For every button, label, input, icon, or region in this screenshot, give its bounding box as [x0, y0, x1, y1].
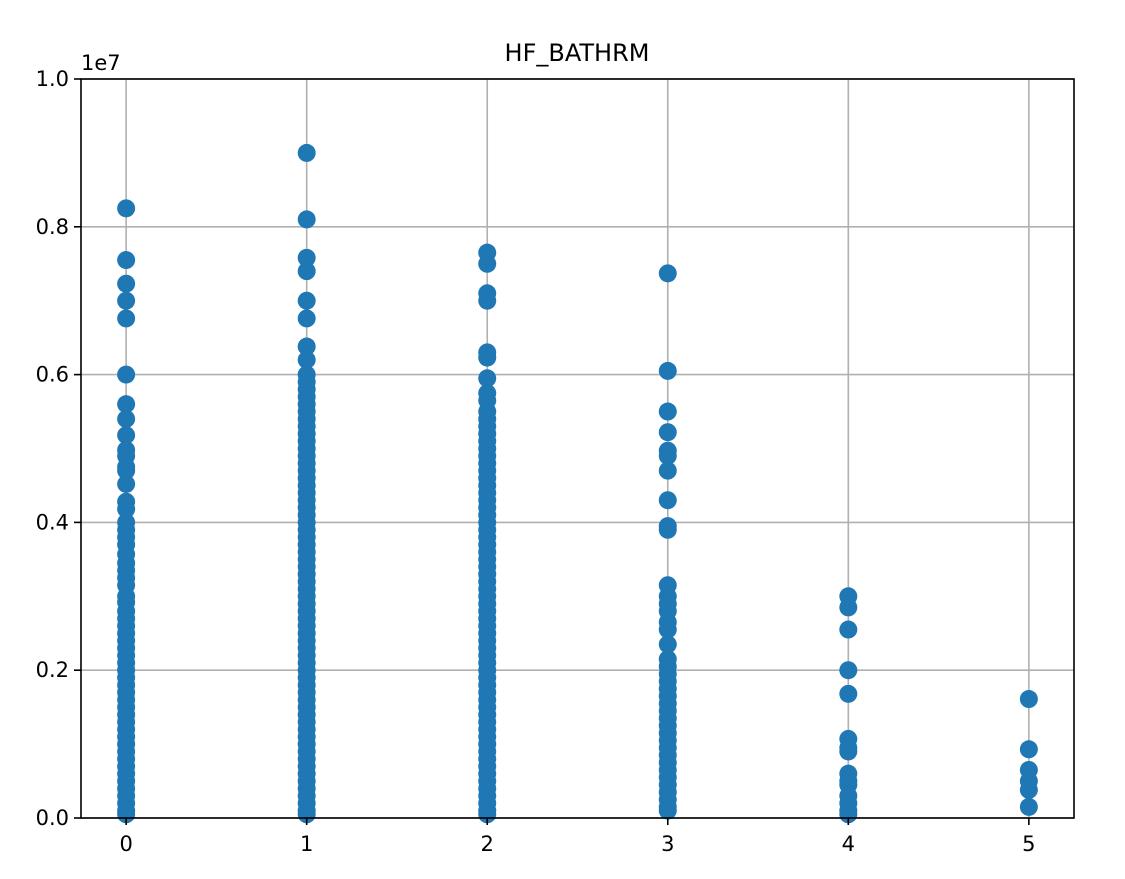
data-point [478, 348, 497, 367]
x-tick-label: 5 [1022, 832, 1035, 856]
y-tick-label: 0.8 [36, 215, 69, 239]
data-point [839, 742, 858, 761]
data-point [117, 309, 136, 328]
data-point [478, 291, 497, 310]
y-tick-label: 0.0 [36, 806, 69, 830]
data-point [658, 264, 677, 283]
data-point [297, 350, 316, 369]
y-tick-label: 0.2 [36, 658, 69, 682]
data-point [297, 143, 316, 162]
data-point [658, 446, 677, 465]
data-point [117, 395, 136, 414]
data-point [658, 801, 677, 820]
data-point [658, 461, 677, 480]
data-point [658, 520, 677, 539]
data-point [839, 598, 858, 617]
y-tick-label: 0.6 [36, 363, 69, 387]
x-tick-label: 4 [842, 832, 855, 856]
y-axis-ticks: 0.0 0.2 0.4 0.6 0.8 1.0 [36, 67, 81, 830]
data-point [297, 309, 316, 328]
x-tick-label: 0 [119, 832, 132, 856]
data-point [117, 461, 136, 480]
points-layer [117, 143, 1038, 824]
data-point [839, 805, 858, 824]
plot-frame [80, 78, 1075, 819]
x-tick-label: 3 [661, 832, 674, 856]
data-point [117, 274, 136, 293]
data-point [658, 620, 677, 639]
data-point [117, 474, 136, 493]
data-point [117, 426, 136, 445]
chart-title: HF_BATHRM [505, 39, 650, 67]
data-point [658, 402, 677, 421]
x-axis-ticks: 0 1 2 3 4 5 [119, 818, 1036, 856]
data-point [839, 661, 858, 680]
data-point [117, 805, 136, 824]
data-point [117, 251, 136, 270]
y-tick-label: 0.4 [36, 510, 69, 534]
data-point [1019, 780, 1038, 799]
data-point [297, 248, 316, 267]
y-offset-label: 1e7 [81, 51, 121, 75]
data-point [1019, 740, 1038, 759]
data-point [1019, 797, 1038, 816]
x-tick-label: 1 [300, 832, 313, 856]
data-point [117, 199, 136, 218]
data-point [117, 365, 136, 384]
data-point [297, 210, 316, 229]
data-point [117, 500, 136, 519]
data-point [117, 409, 136, 428]
data-point [297, 291, 316, 310]
data-point [839, 684, 858, 703]
data-point [478, 254, 497, 273]
data-point [839, 620, 858, 639]
data-point [658, 491, 677, 510]
data-point [658, 361, 677, 380]
data-point [117, 291, 136, 310]
data-point [297, 337, 316, 356]
y-tick-label: 1.0 [36, 67, 69, 91]
data-point [297, 805, 316, 824]
data-point [297, 262, 316, 281]
data-point [658, 635, 677, 654]
data-point [478, 805, 497, 824]
x-tick-label: 2 [481, 832, 494, 856]
data-point [478, 369, 497, 388]
data-point [1019, 690, 1038, 709]
data-point [658, 423, 677, 442]
